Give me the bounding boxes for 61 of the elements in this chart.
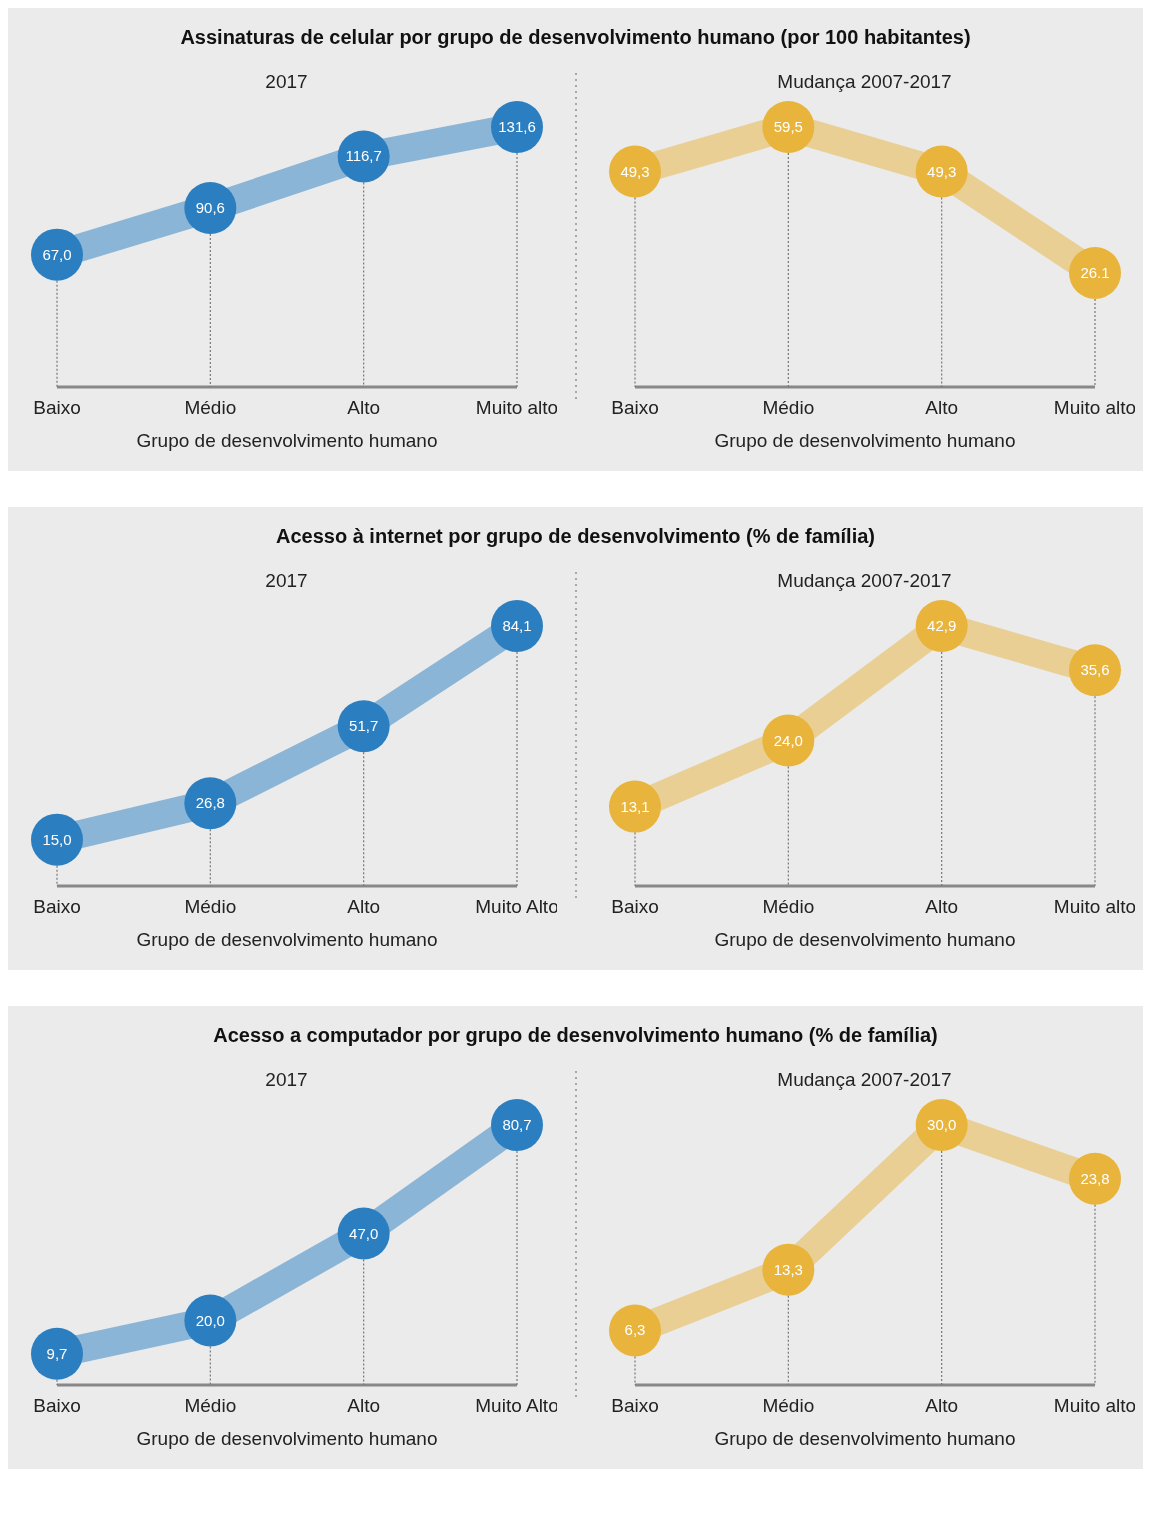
x-tick-label: Muito alto: [1053, 896, 1136, 918]
x-tick-label: Alto: [924, 896, 958, 918]
data-label: 49,3: [619, 162, 650, 180]
data-label: 49,3: [926, 162, 956, 180]
chart-title: Acesso à internet por grupo de desenvolvimento (% de família): [275, 525, 876, 548]
data-label: 51,7: [348, 717, 378, 735]
x-tick-label: Baixo: [32, 1395, 81, 1417]
x-tick-label: Médio: [183, 1395, 236, 1417]
data-label: 13,3: [773, 1260, 803, 1278]
x-tick-label: Médio: [183, 896, 236, 918]
x-tick-label: Médio: [761, 896, 814, 918]
x-tick-label: Médio: [761, 1395, 814, 1417]
data-label: 35,6: [1079, 661, 1110, 679]
chart-subtitle: Mudança 2007-2017: [776, 570, 953, 593]
x-axis-title: Grupo de desenvolvimento humano: [135, 929, 438, 950]
x-tick-label: Baixo: [610, 1395, 659, 1417]
data-label: 26,8: [195, 794, 225, 812]
data-label: 67,0: [41, 245, 72, 263]
data-label: 90,6: [195, 199, 225, 216]
chart-subtitle: 2017: [264, 71, 309, 94]
x-tick-label: Baixo: [32, 397, 81, 419]
data-label: 23,8: [1079, 1169, 1110, 1187]
x-tick-label: Baixo: [610, 896, 659, 918]
chart-title: Acesso a computador por grupo de desenvolvimento humano (% de família): [212, 1024, 939, 1047]
data-label: 131,6: [497, 118, 536, 135]
chart-subtitle: 2017: [264, 570, 309, 593]
x-axis-title: Grupo de desenvolvimento humano: [713, 929, 1016, 950]
data-label: 80,7: [501, 1116, 532, 1133]
data-label: 20,0: [195, 1311, 225, 1329]
data-label: 47,0: [348, 1224, 378, 1242]
x-tick-label: Muito alto: [475, 397, 558, 419]
data-label: 24,0: [773, 731, 803, 749]
data-label: 13,1: [619, 797, 650, 815]
x-axis-title: Grupo de desenvolvimento humano: [713, 430, 1016, 451]
x-tick-label: Alto: [924, 1395, 958, 1417]
x-tick-label: Alto: [346, 397, 380, 419]
x-axis-title: Grupo de desenvolvimento humano: [713, 1428, 1016, 1449]
data-label: 116,7: [344, 147, 382, 165]
chart-title: Assinaturas de celular por grupo de desenvolvimento humano (por 100 habitantes): [179, 26, 972, 49]
data-label: 26.1: [1079, 263, 1110, 281]
data-label: 9,7: [46, 1344, 67, 1362]
x-tick-label: Alto: [346, 896, 380, 918]
chart-subtitle: Mudança 2007-2017: [776, 71, 953, 94]
data-label: 42,9: [926, 617, 956, 634]
data-label: 15,0: [41, 830, 72, 848]
chart-subtitle: Mudança 2007-2017: [776, 1069, 953, 1092]
data-label: 59,5: [773, 118, 803, 135]
chart-subtitle: 2017: [264, 1069, 309, 1092]
x-tick-label: Baixo: [32, 896, 81, 918]
x-axis-title: Grupo de desenvolvimento humano: [135, 430, 438, 451]
x-tick-label: Alto: [924, 397, 958, 419]
x-tick-label: Alto: [346, 1395, 380, 1417]
x-tick-label: Médio: [761, 397, 814, 419]
data-label: 30,0: [926, 1116, 956, 1133]
data-label: 6,3: [624, 1321, 645, 1339]
x-tick-label: Baixo: [610, 397, 659, 419]
x-tick-label: Muito alto: [1053, 397, 1136, 419]
x-tick-label: Médio: [183, 397, 236, 419]
x-tick-label: Muito alto: [1053, 1395, 1136, 1417]
x-axis-title: Grupo de desenvolvimento humano: [135, 1428, 438, 1449]
data-label: 84,1: [501, 617, 532, 634]
